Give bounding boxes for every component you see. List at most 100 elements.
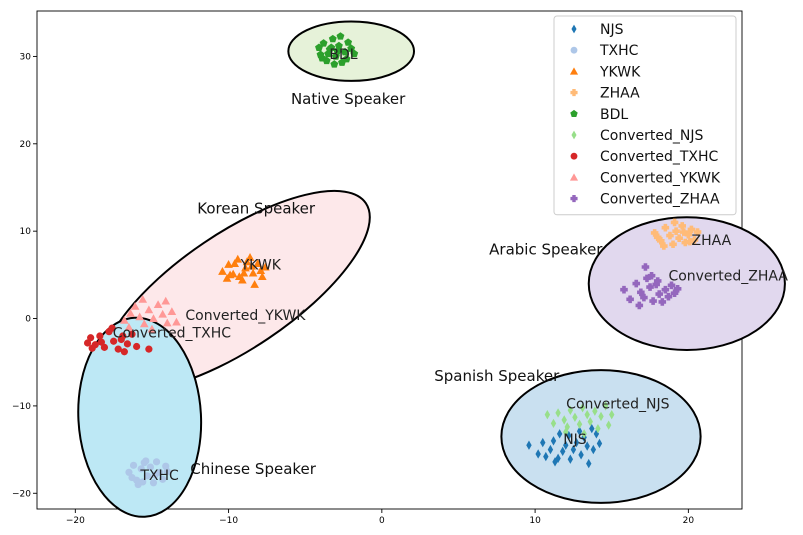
cluster-label: Spanish Speaker [434,367,560,385]
data-point [144,305,154,314]
legend-entry: TXHC [570,43,639,59]
data-point [126,308,135,317]
data-point [595,423,601,434]
data-point [153,300,163,309]
data-point [333,47,342,55]
data-point [151,471,159,479]
data-point [158,309,167,318]
data-point [347,44,356,52]
data-point [589,423,595,434]
data-point [584,409,590,420]
legend-entry: Converted_YKWK [569,170,721,186]
data-point [567,454,574,464]
data-point [234,272,244,281]
legend-label: Converted_ZHAA [600,192,720,208]
data-point [163,467,171,476]
data-point [233,254,243,263]
data-point [342,54,351,63]
data-point [675,234,683,242]
data-point [656,236,665,245]
data-point [690,236,699,244]
x-tick-label: 0 [379,516,385,526]
data-point [96,332,104,340]
series-converted-zhaa [620,263,682,310]
legend-label: Converted_NJS [600,128,703,144]
data-point [350,49,359,58]
data-point [138,294,148,303]
data-point [146,463,155,471]
data-point [661,223,670,232]
legend-label: NJS [600,22,624,38]
data-point [673,285,682,293]
data-point [664,292,673,301]
data-point [570,444,577,455]
y-tick-label: −20 [12,489,31,499]
data-point [261,262,270,271]
y-tick-label: 10 [20,227,32,237]
data-point [672,227,680,235]
data-point [559,446,566,457]
data-point [561,415,567,425]
data-point [129,461,138,469]
data-point [143,472,151,480]
legend-marker [569,67,579,75]
data-point [161,296,171,305]
data-point [139,319,149,328]
data-point [544,409,551,420]
data-point [224,260,233,268]
data-point [587,416,593,427]
data-point [573,437,580,448]
data-point [684,230,693,239]
data-point [550,418,557,429]
data-point [609,409,615,420]
data-point [679,228,688,236]
data-point [87,334,95,342]
cluster-label: Chinese Speaker [190,460,317,478]
data-point [653,233,662,242]
data-point [641,263,650,271]
data-point [667,281,676,290]
data-point [563,427,569,437]
data-point [108,324,116,332]
data-point [83,339,92,347]
legend-marker [570,89,578,97]
data-point [330,60,339,68]
data-point [257,272,267,281]
data-point [647,271,656,280]
data-point [341,47,349,56]
legend-label: YKWK [599,64,641,80]
legend-entry: Converted_TXHC [570,149,719,165]
series-annotation: Converted_TXHC [113,326,232,342]
series-annotation: YKWK [240,257,282,273]
data-point [635,301,644,310]
data-point [245,253,255,261]
data-point [555,408,561,418]
data-point [563,440,569,450]
data-point [128,330,136,338]
data-point [110,337,118,345]
data-point [230,259,240,267]
data-point [598,411,604,422]
legend-label: BDL [600,107,628,123]
data-point [315,43,323,52]
data-point [135,312,145,321]
data-point [540,437,546,448]
data-point [133,342,141,351]
data-point [632,279,641,288]
data-point [242,257,252,266]
cluster-ellipse [500,369,702,504]
data-point [149,479,158,487]
data-point [145,345,153,353]
data-point [247,261,256,270]
legend-entry: BDL [570,107,628,123]
legend-entry: NJS [571,22,624,38]
data-point [658,298,667,306]
series-bdl [315,32,359,68]
data-point [576,419,583,429]
data-point [578,450,584,460]
data-point [123,340,132,348]
data-point [137,465,145,473]
data-point [586,458,592,469]
data-point [120,315,129,324]
series-annotation: Converted_NJS [566,396,669,412]
